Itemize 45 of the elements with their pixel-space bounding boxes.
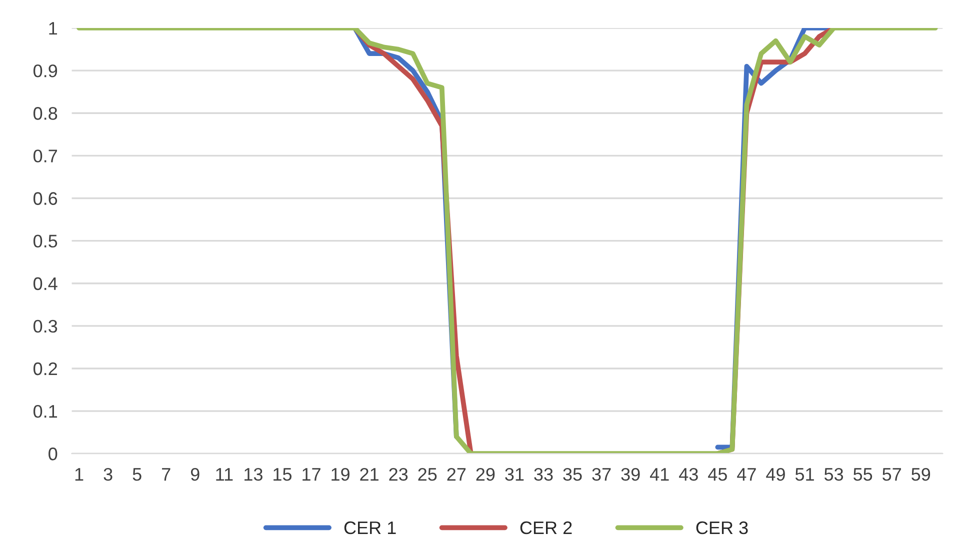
x-tick-label: 15 — [274, 468, 292, 481]
legend-label: CER 3 — [696, 521, 748, 534]
x-tick-label: 47 — [737, 468, 756, 481]
x-tick-label: 31 — [505, 468, 524, 481]
y-tick-label: 0.2 — [33, 362, 57, 376]
y-tick-label: 0.4 — [33, 277, 58, 290]
x-tick-label: 3 — [104, 468, 112, 481]
x-tick-label: 37 — [592, 468, 611, 481]
legend-label: CER 1 — [344, 521, 396, 534]
x-tick-label: 11 — [216, 468, 233, 481]
x-tick-label: 17 — [302, 468, 320, 481]
x-tick-label: 55 — [853, 468, 872, 481]
y-tick-label: 0.5 — [33, 234, 58, 248]
y-tick-label: 0 — [48, 448, 58, 460]
x-tick-label: 59 — [912, 468, 930, 481]
line-series — [76, 28, 938, 454]
x-tick-label: 7 — [162, 468, 170, 481]
y-tick-label: 0.6 — [33, 192, 58, 205]
legend-label: CER 2 — [520, 521, 572, 534]
x-tick-label: 9 — [190, 468, 200, 481]
y-tick-label: 0.3 — [33, 320, 58, 333]
x-tick-label: 49 — [766, 468, 785, 481]
x-tick-label: 53 — [824, 468, 844, 481]
x-tick-label: 43 — [679, 468, 698, 481]
x-tick-label: 57 — [882, 468, 901, 481]
x-tick-label: 39 — [621, 468, 640, 481]
x-tick-label: 25 — [418, 468, 437, 481]
y-tick-label: 1 — [49, 22, 58, 35]
y-tick-label: 0.9 — [33, 64, 58, 78]
x-tick-label: 19 — [332, 468, 350, 481]
x-tick-label: 23 — [389, 468, 408, 481]
x-tick-label: 5 — [132, 468, 142, 481]
y-tick-label: 0.7 — [33, 150, 57, 162]
x-tick-label: 45 — [708, 468, 727, 481]
x-tick-label: 51 — [795, 468, 814, 481]
x-tick-label: 27 — [447, 468, 466, 481]
x-tick-label: 1 — [75, 468, 84, 481]
x-tick-label: 13 — [244, 468, 262, 481]
y-tick-label: 0.8 — [33, 107, 58, 120]
x-tick-label: 35 — [563, 468, 582, 481]
y-tick-label: 0.1 — [33, 404, 58, 418]
x-tick-label: 33 — [534, 468, 553, 481]
x-tick-label: 21 — [360, 468, 378, 481]
x-tick-label: 29 — [476, 468, 495, 481]
x-tick-label: 41 — [650, 468, 669, 481]
